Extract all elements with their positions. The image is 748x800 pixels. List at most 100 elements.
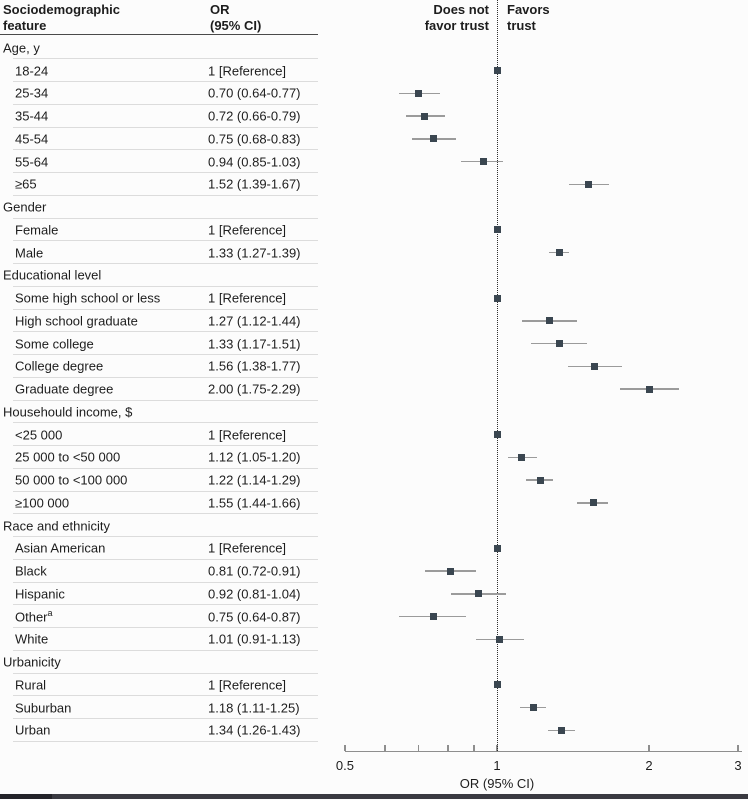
or-value: 0.75 (0.64-0.87) <box>208 609 301 625</box>
forest-point-marker <box>556 249 564 257</box>
row-label: Some college <box>15 336 94 352</box>
table-row: 25-34 0.70 (0.64-0.77) <box>0 82 318 105</box>
or-value: 1.27 (1.12-1.44) <box>208 313 301 329</box>
or-value: 1.22 (1.14-1.29) <box>208 472 301 488</box>
row-label: Rural <box>15 677 47 693</box>
group-row: Gender <box>0 196 318 219</box>
x-axis-tick-label: 2 <box>645 758 653 773</box>
forest-point-marker <box>430 613 438 621</box>
x-axis-tick <box>447 745 449 751</box>
row-label: High school graduate <box>15 313 138 329</box>
or-value: 0.70 (0.64-0.77) <box>208 85 301 101</box>
table-row: Hispanic 0.92 (0.81-1.04) <box>0 583 318 606</box>
row-label: 25-34 <box>15 85 49 101</box>
group-row: Age, y <box>0 37 318 60</box>
table-row: 18-24 1 [Reference] <box>0 59 318 82</box>
row-label: 18-24 <box>15 63 49 79</box>
table-row: Urban 1.34 (1.26-1.43) <box>0 719 318 742</box>
or-value: 2.00 (1.75-2.29) <box>208 381 301 397</box>
table-header-or: OR (95% CI) <box>210 2 262 33</box>
x-axis-tick <box>473 745 475 751</box>
x-axis-title: OR (95% CI) <box>459 776 535 791</box>
or-value: 1 [Reference] <box>208 290 287 306</box>
row-label: Educational level <box>3 267 102 283</box>
x-axis-tick-label: 0.5 <box>335 758 355 773</box>
forest-point-marker <box>447 567 455 575</box>
row-label: 55-64 <box>15 154 49 170</box>
group-row: Race and ethnicity <box>0 514 318 537</box>
table-row: 50 000 to <100 000 1.22 (1.14-1.29) <box>0 469 318 492</box>
forest-point-marker <box>493 294 501 302</box>
table-row: White 1.01 (0.91-1.13) <box>0 628 318 651</box>
row-label: Hispanic <box>15 586 65 602</box>
row-label: Graduate degree <box>15 381 114 397</box>
or-value: 0.75 (0.68-0.83) <box>208 131 301 147</box>
forest-point-marker <box>475 590 483 598</box>
row-label: White <box>15 631 49 647</box>
forest-point-marker <box>430 135 438 143</box>
row-label: Othera <box>15 607 53 625</box>
x-axis-tick <box>344 745 346 751</box>
plot-header-favors: Favors trust <box>507 2 550 33</box>
table-row: High school graduate 1.27 (1.12-1.44) <box>0 310 318 333</box>
or-value: 1.12 (1.05-1.20) <box>208 449 301 465</box>
or-value: 1.18 (1.11-1.25) <box>208 700 300 716</box>
table-row: Othera 0.75 (0.64-0.87) <box>0 605 318 628</box>
x-axis-line <box>344 751 742 752</box>
forest-point-marker <box>495 635 503 643</box>
row-label: Age, y <box>3 40 40 56</box>
or-value: 1.33 (1.17-1.51) <box>208 336 301 352</box>
table-row: College degree 1.56 (1.38-1.77) <box>0 355 318 378</box>
row-label: Black <box>15 563 47 579</box>
row-label: 25 000 to <50 000 <box>15 449 121 465</box>
row-label: <25 000 <box>15 427 63 443</box>
table-row: Male 1.33 (1.27-1.39) <box>0 241 318 264</box>
progress-bar-fill <box>0 794 52 799</box>
row-label: Suburban <box>15 700 72 716</box>
table-row: Black 0.81 (0.72-0.91) <box>0 560 318 583</box>
group-row: Educational level <box>0 264 318 287</box>
row-label: 45-54 <box>15 131 49 147</box>
table-row: 25 000 to <50 000 1.12 (1.05-1.20) <box>0 446 318 469</box>
table-row: Asian American 1 [Reference] <box>0 537 318 560</box>
group-row: Urbanicity <box>0 651 318 674</box>
forest-point-marker <box>537 476 545 484</box>
or-value: 1 [Reference] <box>208 540 287 556</box>
table-row: Some college 1.33 (1.17-1.51) <box>0 332 318 355</box>
x-axis-tick-label: 1 <box>493 758 501 773</box>
row-label: 35-44 <box>15 108 49 124</box>
forest-point-marker <box>557 726 565 734</box>
forest-point-marker <box>645 385 653 393</box>
or-value: 1.33 (1.27-1.39) <box>208 245 301 261</box>
table-row: 55-64 0.94 (0.85-1.03) <box>0 150 318 173</box>
or-value: 0.81 (0.72-0.91) <box>208 563 301 579</box>
forest-point-marker <box>493 226 501 234</box>
forest-point-marker <box>493 681 501 689</box>
forest-point-marker <box>518 453 526 461</box>
or-value: 1 [Reference] <box>208 222 287 238</box>
table-row: Graduate degree 2.00 (1.75-2.29) <box>0 378 318 401</box>
row-label: Urbanicity <box>3 654 61 670</box>
or-value: 0.72 (0.66-0.79) <box>208 108 301 124</box>
or-value: 1 [Reference] <box>208 677 287 693</box>
row-label: Urban <box>15 722 51 738</box>
x-axis-tick-label: 3 <box>734 758 742 773</box>
x-axis-tick <box>648 745 650 751</box>
or-value: 0.92 (0.81-1.04) <box>208 586 301 602</box>
table-row: ≥65 1.52 (1.39-1.67) <box>0 173 318 196</box>
x-axis-tick <box>737 745 739 751</box>
table-header-feature: Sociodemographic feature <box>3 2 121 33</box>
row-label: Female <box>15 222 59 238</box>
row-label: Asian American <box>15 540 106 556</box>
forest-point-marker <box>545 317 553 325</box>
group-row: Househould income, $ <box>0 401 318 424</box>
forest-point-marker <box>556 340 564 348</box>
forest-point-marker <box>493 431 501 439</box>
row-label: Male <box>15 245 44 261</box>
table-row: 35-44 0.72 (0.66-0.79) <box>0 105 318 128</box>
forest-point-marker <box>529 704 537 712</box>
reference-line-or1 <box>496 0 498 751</box>
forest-point-marker <box>493 67 501 75</box>
or-value: 1.34 (1.26-1.43) <box>208 722 301 738</box>
